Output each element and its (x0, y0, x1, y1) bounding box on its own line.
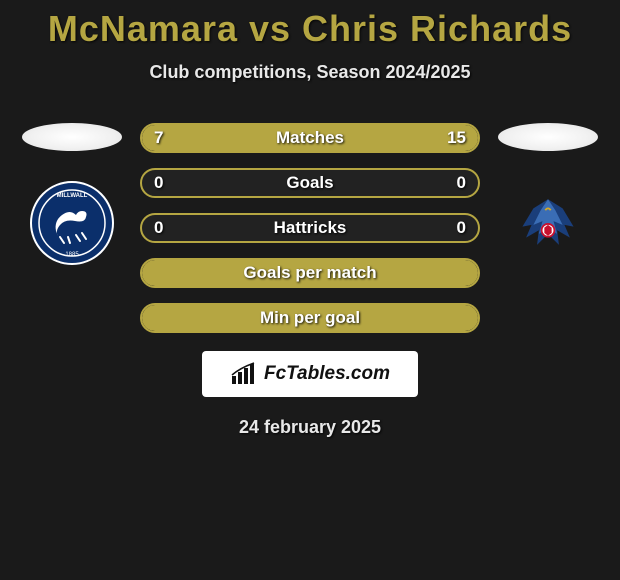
svg-text:MILLWALL: MILLWALL (57, 193, 88, 199)
stat-bar-matches: 7 Matches 15 (140, 123, 480, 153)
stat-value-left: 7 (154, 128, 163, 148)
date-text: 24 february 2025 (239, 417, 381, 438)
subtitle: Club competitions, Season 2024/2025 (0, 62, 620, 83)
stat-value-left: 0 (154, 173, 163, 193)
stat-label: Goals (286, 173, 333, 193)
stat-label: Hattricks (274, 218, 347, 238)
page-title: McNamara vs Chris Richards (0, 8, 620, 50)
svg-text:1885: 1885 (65, 252, 79, 258)
stat-value-right: 0 (457, 218, 466, 238)
player-right-avatar-placeholder (498, 123, 598, 151)
stat-value-left: 0 (154, 218, 163, 238)
footer: FcTables.com 24 february 2025 (0, 351, 620, 438)
stat-bar-hattricks: 0 Hattricks 0 (140, 213, 480, 243)
stat-bar-goals: 0 Goals 0 (140, 168, 480, 198)
infographic-container: McNamara vs Chris Richards Club competit… (0, 0, 620, 438)
crystal-palace-badge-icon (506, 177, 590, 269)
brand-box[interactable]: FcTables.com (202, 351, 418, 397)
stat-value-right: 0 (457, 173, 466, 193)
stat-label: Min per goal (260, 308, 360, 328)
stat-label: Matches (276, 128, 344, 148)
millwall-badge-icon: MILLWALL 1885 (30, 181, 114, 265)
player-right-column (498, 123, 598, 265)
comparison-row: MILLWALL 1885 7 Matches 15 0 Goals 0 0 Hattrick… (0, 123, 620, 333)
player-left-avatar-placeholder (22, 123, 122, 151)
player-left-club-badge: MILLWALL 1885 (30, 181, 114, 265)
stat-value-right: 15 (447, 128, 466, 148)
player-left-column: MILLWALL 1885 (22, 123, 122, 265)
stats-column: 7 Matches 15 0 Goals 0 0 Hattricks 0 Goals per ma… (140, 123, 480, 333)
player-right-club-badge (506, 181, 590, 265)
brand-text: FcTables.com (264, 363, 390, 385)
bars-icon (230, 362, 258, 386)
stat-label: Goals per match (243, 263, 376, 283)
stat-bar-min-per-goal: Min per goal (140, 303, 480, 333)
stat-bar-goals-per-match: Goals per match (140, 258, 480, 288)
